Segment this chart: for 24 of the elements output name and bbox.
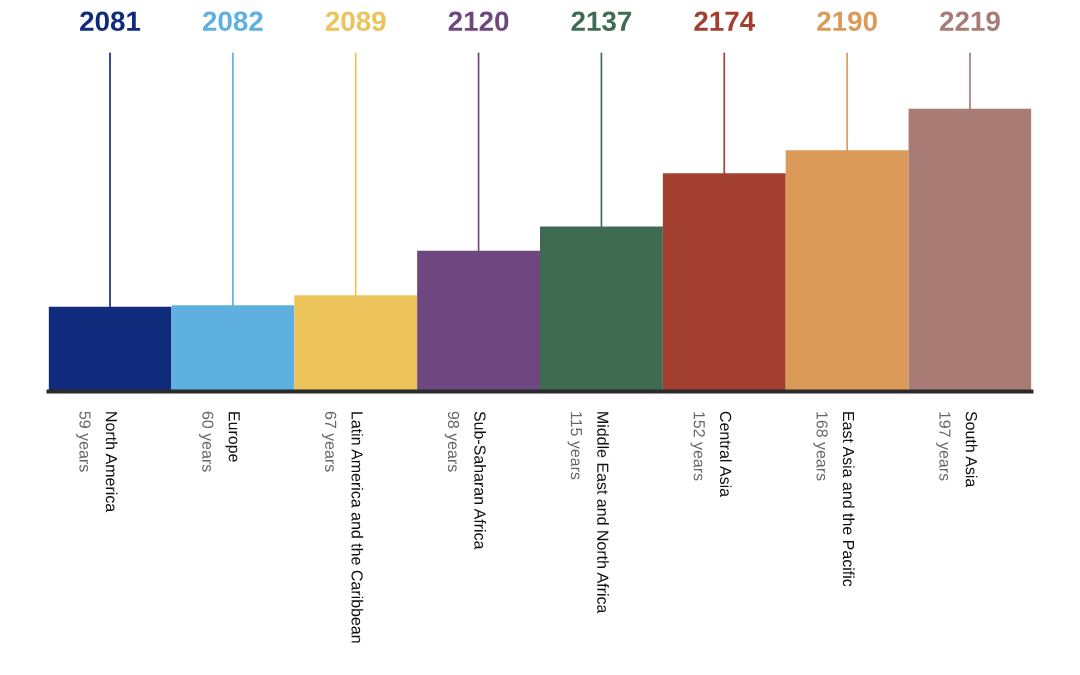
x-tick-label: Middle East and North Africa <box>597 412 609 614</box>
data-label: 67 years <box>321 411 337 472</box>
annotation: 2081 <box>80 11 141 32</box>
x-tick-label: Central Asia <box>719 411 732 498</box>
x-tick-label: East Asia and the Pacific <box>842 412 855 587</box>
annotation: 2174 <box>694 11 756 31</box>
annotation: 2137 <box>571 11 632 32</box>
annotation: 2219 <box>940 11 1000 32</box>
data-label: 168 years <box>813 412 828 481</box>
data-label: 98 years <box>444 411 460 472</box>
data-label: 152 years <box>690 412 705 481</box>
data-label: 115 years <box>567 412 582 480</box>
annotation: 2082 <box>202 11 263 32</box>
x-tick-label: Latin America and the Caribbean <box>351 412 364 643</box>
x-tick-label: Sub-Saharan Africa <box>474 411 487 550</box>
x-tick-label: Europe <box>225 412 240 462</box>
data-label: 59 years <box>76 411 91 472</box>
data-label: 197 years <box>936 412 951 481</box>
annotation: 2120 <box>448 11 509 32</box>
x-tick-label: North America <box>105 412 118 513</box>
annotation: 2089 <box>325 11 386 32</box>
annotation: 2190 <box>817 11 877 32</box>
x-tick-label: South Asia <box>965 411 978 488</box>
data-label: 60 years <box>199 411 214 472</box>
